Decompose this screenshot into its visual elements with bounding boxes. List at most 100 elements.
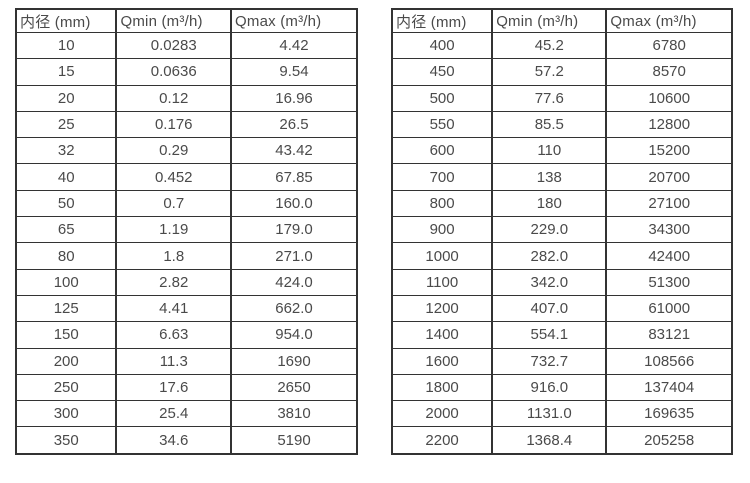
table-row: 550 85.5 12800 (390, 110, 733, 139)
cell: 20700 (605, 163, 733, 191)
cell: 424.0 (230, 268, 358, 296)
table-row: 1000 282.0 42400 (390, 242, 733, 270)
cell: 2200 (390, 426, 494, 455)
cell: 1100 (390, 268, 494, 296)
table-row: 15 0.0636 9.54 (14, 58, 358, 86)
cell: 500 (390, 84, 494, 112)
table-row: 1800 916.0 137404 (390, 373, 733, 402)
table-row: 400 45.2 6780 (390, 31, 733, 60)
cell: 12800 (605, 110, 733, 139)
cell: 2650 (230, 373, 358, 402)
cell: 662.0 (230, 294, 358, 323)
cell: 125 (14, 294, 118, 323)
cell: 1131.0 (491, 400, 608, 428)
column-header: Qmax (m³/h) (605, 8, 733, 33)
cell: 554.1 (491, 321, 608, 349)
cell: 100 (14, 268, 118, 296)
table-row: 80 1.8 271.0 (14, 242, 358, 270)
cell: 180 (491, 189, 608, 218)
table-row: 50 0.7 160.0 (14, 189, 358, 218)
cell: 40 (14, 163, 118, 191)
cell: 85.5 (491, 110, 608, 139)
cell: 34300 (605, 216, 733, 244)
cell: 0.0283 (115, 31, 233, 60)
cell: 77.6 (491, 84, 608, 112)
cell: 1600 (390, 347, 494, 375)
cell: 6.63 (115, 321, 233, 349)
cell: 45.2 (491, 31, 608, 60)
cell: 108566 (605, 347, 733, 375)
cell: 1400 (390, 321, 494, 349)
cell: 0.0636 (115, 58, 233, 86)
cell: 10 (14, 31, 118, 60)
cell: 42400 (605, 242, 733, 270)
cell: 0.7 (115, 189, 233, 218)
table-row: 125 4.41 662.0 (14, 294, 358, 323)
cell: 1.8 (115, 242, 233, 270)
table-row: 20 0.12 16.96 (14, 84, 358, 112)
cell: 67.85 (230, 163, 358, 191)
spec-table-large-diameters: 内径 (mm) Qmin (m³/h) Qmax (m³/h) 400 45.2 6780… (390, 8, 733, 455)
cell: 9.54 (230, 58, 358, 86)
cell: 25.4 (115, 400, 233, 428)
cell: 1800 (390, 373, 494, 402)
table-row: 300 25.4 3810 (14, 400, 358, 428)
cell: 0.29 (115, 137, 233, 165)
cell: 17.6 (115, 373, 233, 402)
cell: 200 (14, 347, 118, 375)
cell: 27100 (605, 189, 733, 218)
column-header: Qmax (m³/h) (230, 8, 358, 33)
table-row: 600 110 15200 (390, 137, 733, 165)
table-row: 150 6.63 954.0 (14, 321, 358, 349)
cell: 15 (14, 58, 118, 86)
cell: 137404 (605, 373, 733, 402)
cell: 10600 (605, 84, 733, 112)
cell: 732.7 (491, 347, 608, 375)
spec-table-small-diameters: 内径 (mm) Qmin (m³/h) Qmax (m³/h) 10 0.0283 4.4… (14, 8, 358, 455)
cell: 4.42 (230, 31, 358, 60)
cell: 550 (390, 110, 494, 139)
cell: 0.452 (115, 163, 233, 191)
table-row: 700 138 20700 (390, 163, 733, 191)
table-row: 250 17.6 2650 (14, 373, 358, 402)
table-row: 2200 1368.4 205258 (390, 426, 733, 455)
cell: 150 (14, 321, 118, 349)
cell: 138 (491, 163, 608, 191)
table-row: 10 0.0283 4.42 (14, 31, 358, 60)
table-row: 800 180 27100 (390, 189, 733, 218)
table-row: 1600 732.7 108566 (390, 347, 733, 375)
cell: 169635 (605, 400, 733, 428)
table-row: 1400 554.1 83121 (390, 321, 733, 349)
cell: 1200 (390, 294, 494, 323)
table-row: 450 57.2 8570 (390, 58, 733, 86)
table-row: 900 229.0 34300 (390, 216, 733, 244)
column-header: 内径 (mm) (390, 8, 494, 33)
cell: 1690 (230, 347, 358, 375)
cell: 160.0 (230, 189, 358, 218)
cell: 350 (14, 426, 118, 455)
cell: 8570 (605, 58, 733, 86)
cell: 25 (14, 110, 118, 139)
cell: 32 (14, 137, 118, 165)
cell: 0.176 (115, 110, 233, 139)
cell: 271.0 (230, 242, 358, 270)
cell: 26.5 (230, 110, 358, 139)
cell: 342.0 (491, 268, 608, 296)
cell: 57.2 (491, 58, 608, 86)
cell: 16.96 (230, 84, 358, 112)
cell: 916.0 (491, 373, 608, 402)
cell: 11.3 (115, 347, 233, 375)
cell: 50 (14, 189, 118, 218)
cell: 1000 (390, 242, 494, 270)
cell: 15200 (605, 137, 733, 165)
table-row: 350 34.6 5190 (14, 426, 358, 455)
table-row: 200 11.3 1690 (14, 347, 358, 375)
table-row: 25 0.176 26.5 (14, 110, 358, 139)
cell: 110 (491, 137, 608, 165)
table-row: 500 77.6 10600 (390, 84, 733, 112)
cell: 2.82 (115, 268, 233, 296)
table-row: 1100 342.0 51300 (390, 268, 733, 296)
cell: 282.0 (491, 242, 608, 270)
table-row: 32 0.29 43.42 (14, 137, 358, 165)
